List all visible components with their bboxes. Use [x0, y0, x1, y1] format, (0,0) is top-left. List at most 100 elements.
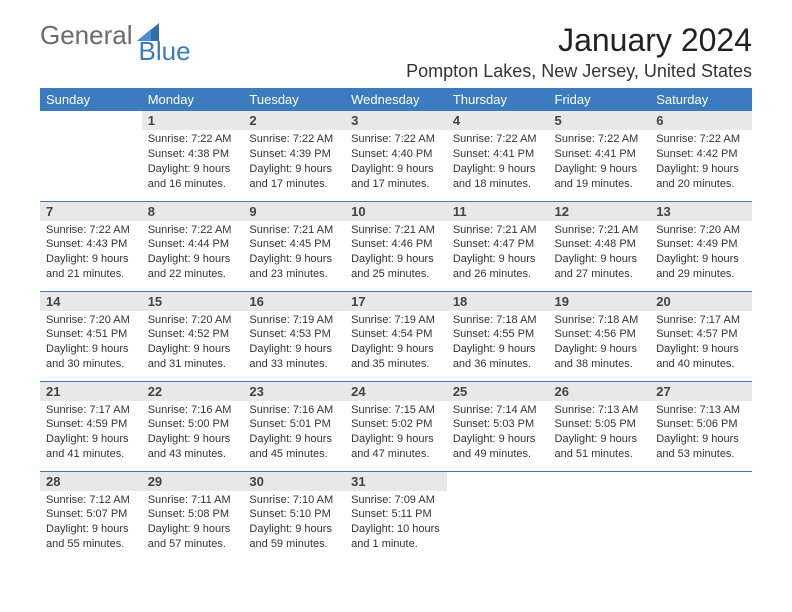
day-number: 17 — [345, 292, 447, 311]
day-number: 25 — [447, 382, 549, 401]
day-number: 30 — [243, 472, 345, 491]
weekday-header: Saturday — [650, 88, 752, 111]
sunset-text: Sunset: 4:43 PM — [46, 237, 136, 252]
day-details: Sunrise: 7:19 AMSunset: 4:53 PMDaylight:… — [243, 311, 345, 376]
sunrise-text: Sunrise: 7:09 AM — [351, 493, 441, 508]
calendar-body: 1Sunrise: 7:22 AMSunset: 4:38 PMDaylight… — [40, 111, 752, 561]
day-details: Sunrise: 7:16 AMSunset: 5:00 PMDaylight:… — [142, 401, 244, 466]
weekday-header: Wednesday — [345, 88, 447, 111]
daylight-text-line1: Daylight: 9 hours — [249, 252, 339, 267]
calendar-day-cell: 23Sunrise: 7:16 AMSunset: 5:01 PMDayligh… — [243, 381, 345, 471]
daylight-text-line1: Daylight: 9 hours — [453, 342, 543, 357]
day-number: 16 — [243, 292, 345, 311]
sunset-text: Sunset: 5:02 PM — [351, 417, 441, 432]
sunset-text: Sunset: 5:05 PM — [555, 417, 645, 432]
day-number: 26 — [549, 382, 651, 401]
day-number: 6 — [650, 111, 752, 130]
sunrise-text: Sunrise: 7:21 AM — [453, 223, 543, 238]
day-details: Sunrise: 7:22 AMSunset: 4:44 PMDaylight:… — [142, 221, 244, 286]
day-number: 21 — [40, 382, 142, 401]
daylight-text-line2: and 35 minutes. — [351, 357, 441, 372]
calendar-day-cell: 1Sunrise: 7:22 AMSunset: 4:38 PMDaylight… — [142, 111, 244, 201]
day-number: 22 — [142, 382, 244, 401]
daylight-text-line1: Daylight: 9 hours — [46, 522, 136, 537]
daylight-text-line2: and 16 minutes. — [148, 177, 238, 192]
calendar-week-row: 21Sunrise: 7:17 AMSunset: 4:59 PMDayligh… — [40, 381, 752, 471]
calendar-day-cell: 22Sunrise: 7:16 AMSunset: 5:00 PMDayligh… — [142, 381, 244, 471]
sunset-text: Sunset: 5:07 PM — [46, 507, 136, 522]
sunset-text: Sunset: 4:55 PM — [453, 327, 543, 342]
sunset-text: Sunset: 4:49 PM — [656, 237, 746, 252]
daylight-text-line1: Daylight: 9 hours — [351, 162, 441, 177]
weekday-header: Tuesday — [243, 88, 345, 111]
daylight-text-line1: Daylight: 9 hours — [656, 432, 746, 447]
sunrise-text: Sunrise: 7:22 AM — [555, 132, 645, 147]
month-title: January 2024 — [406, 22, 752, 59]
calendar-day-cell: 28Sunrise: 7:12 AMSunset: 5:07 PMDayligh… — [40, 471, 142, 561]
sunset-text: Sunset: 5:03 PM — [453, 417, 543, 432]
day-details: Sunrise: 7:21 AMSunset: 4:47 PMDaylight:… — [447, 221, 549, 286]
page-header: General Blue January 2024 Pompton Lakes,… — [40, 22, 752, 82]
calendar-day-cell: 10Sunrise: 7:21 AMSunset: 4:46 PMDayligh… — [345, 201, 447, 291]
daylight-text-line2: and 31 minutes. — [148, 357, 238, 372]
sunrise-text: Sunrise: 7:22 AM — [148, 132, 238, 147]
day-number: 15 — [142, 292, 244, 311]
calendar-day-cell: 4Sunrise: 7:22 AMSunset: 4:41 PMDaylight… — [447, 111, 549, 201]
day-number: 27 — [650, 382, 752, 401]
logo-text-blue: Blue — [139, 38, 191, 64]
sunrise-text: Sunrise: 7:19 AM — [351, 313, 441, 328]
daylight-text-line1: Daylight: 9 hours — [453, 432, 543, 447]
calendar-day-cell — [549, 471, 651, 561]
sunset-text: Sunset: 5:08 PM — [148, 507, 238, 522]
daylight-text-line2: and 41 minutes. — [46, 447, 136, 462]
sunset-text: Sunset: 4:41 PM — [555, 147, 645, 162]
day-number: 23 — [243, 382, 345, 401]
calendar-day-cell — [447, 471, 549, 561]
sunset-text: Sunset: 4:39 PM — [249, 147, 339, 162]
day-number: 18 — [447, 292, 549, 311]
day-details: Sunrise: 7:22 AMSunset: 4:41 PMDaylight:… — [447, 130, 549, 195]
logo: General Blue — [40, 22, 213, 48]
sunrise-text: Sunrise: 7:15 AM — [351, 403, 441, 418]
sunrise-text: Sunrise: 7:16 AM — [148, 403, 238, 418]
daylight-text-line2: and 40 minutes. — [656, 357, 746, 372]
sunrise-text: Sunrise: 7:16 AM — [249, 403, 339, 418]
daylight-text-line2: and 43 minutes. — [148, 447, 238, 462]
sunset-text: Sunset: 5:01 PM — [249, 417, 339, 432]
sunrise-text: Sunrise: 7:22 AM — [148, 223, 238, 238]
daylight-text-line1: Daylight: 9 hours — [148, 432, 238, 447]
day-details: Sunrise: 7:11 AMSunset: 5:08 PMDaylight:… — [142, 491, 244, 556]
day-number: 3 — [345, 111, 447, 130]
sunset-text: Sunset: 4:48 PM — [555, 237, 645, 252]
sunset-text: Sunset: 4:56 PM — [555, 327, 645, 342]
sunset-text: Sunset: 4:51 PM — [46, 327, 136, 342]
day-details: Sunrise: 7:12 AMSunset: 5:07 PMDaylight:… — [40, 491, 142, 556]
daylight-text-line2: and 38 minutes. — [555, 357, 645, 372]
sunrise-text: Sunrise: 7:22 AM — [453, 132, 543, 147]
daylight-text-line1: Daylight: 9 hours — [351, 252, 441, 267]
daylight-text-line1: Daylight: 9 hours — [555, 432, 645, 447]
sunrise-text: Sunrise: 7:14 AM — [453, 403, 543, 418]
daylight-text-line2: and 27 minutes. — [555, 267, 645, 282]
day-details: Sunrise: 7:09 AMSunset: 5:11 PMDaylight:… — [345, 491, 447, 556]
calendar-day-cell: 13Sunrise: 7:20 AMSunset: 4:49 PMDayligh… — [650, 201, 752, 291]
daylight-text-line1: Daylight: 9 hours — [351, 342, 441, 357]
sunset-text: Sunset: 4:59 PM — [46, 417, 136, 432]
daylight-text-line1: Daylight: 9 hours — [46, 252, 136, 267]
day-details: Sunrise: 7:19 AMSunset: 4:54 PMDaylight:… — [345, 311, 447, 376]
calendar-day-cell: 18Sunrise: 7:18 AMSunset: 4:55 PMDayligh… — [447, 291, 549, 381]
daylight-text-line2: and 45 minutes. — [249, 447, 339, 462]
sunrise-text: Sunrise: 7:21 AM — [249, 223, 339, 238]
calendar-day-cell: 12Sunrise: 7:21 AMSunset: 4:48 PMDayligh… — [549, 201, 651, 291]
sunrise-text: Sunrise: 7:21 AM — [555, 223, 645, 238]
day-details: Sunrise: 7:21 AMSunset: 4:46 PMDaylight:… — [345, 221, 447, 286]
daylight-text-line2: and 23 minutes. — [249, 267, 339, 282]
calendar-day-cell — [40, 111, 142, 201]
day-number: 4 — [447, 111, 549, 130]
calendar-day-cell: 5Sunrise: 7:22 AMSunset: 4:41 PMDaylight… — [549, 111, 651, 201]
weekday-header: Friday — [549, 88, 651, 111]
sunrise-text: Sunrise: 7:22 AM — [249, 132, 339, 147]
daylight-text-line2: and 29 minutes. — [656, 267, 746, 282]
daylight-text-line1: Daylight: 9 hours — [249, 342, 339, 357]
day-number: 24 — [345, 382, 447, 401]
